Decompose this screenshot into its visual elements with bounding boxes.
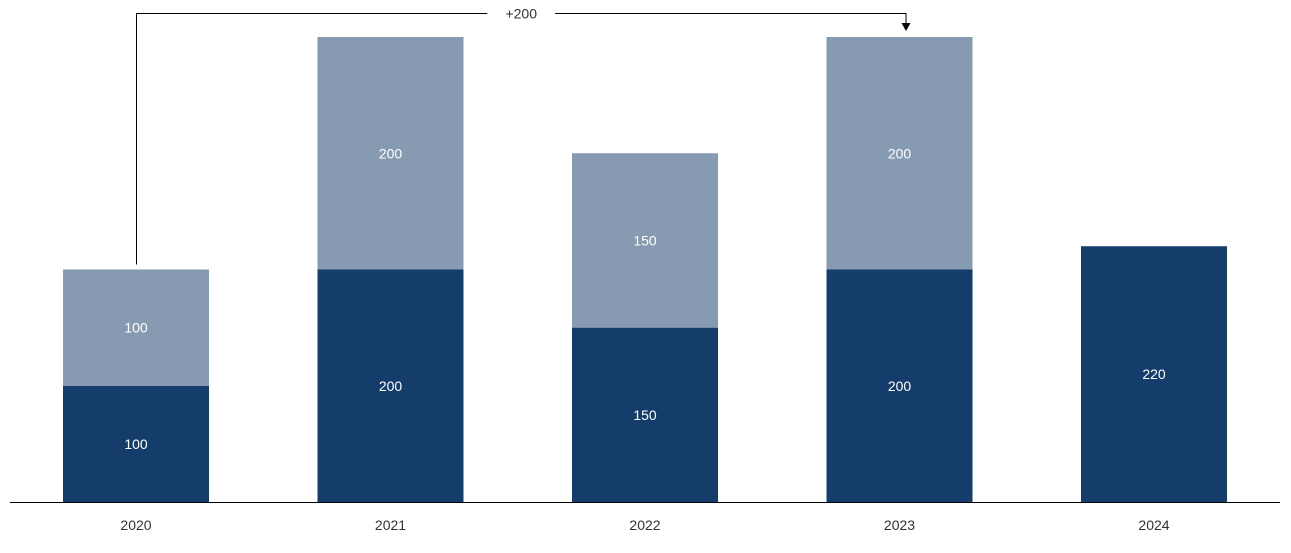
annotation-layer: +200: [136, 6, 911, 265]
bar-segment-2023-s1: [826, 37, 973, 270]
bar-segment-2024-s0: [1081, 246, 1227, 502]
x-tick-label-2020: 2020: [120, 517, 151, 533]
bar-segment-2020-s1: [63, 269, 209, 386]
difference-label: +200: [505, 6, 537, 22]
x-tick-label-2022: 2022: [629, 517, 660, 533]
bar-segment-2023-s0: [826, 269, 973, 502]
data-label-2022-s1: 150: [633, 232, 657, 248]
data-label-2023-s1: 200: [888, 145, 912, 161]
data-label-2020-s1: 100: [124, 320, 148, 336]
bars-layer: [63, 37, 1227, 502]
data-labels-layer: 100 100 200 200 150 150 200 200 220: [124, 145, 1166, 452]
data-label-2024-s0: 220: [1142, 366, 1166, 382]
x-tick-label-2021: 2021: [375, 517, 406, 533]
bar-segment-2020-s0: [63, 385, 209, 502]
data-label-2021-s0: 200: [379, 378, 403, 394]
bar-segment-2022-s0: [572, 327, 718, 502]
difference-bracket-left: [136, 13, 488, 265]
x-tick-label-2023: 2023: [884, 517, 915, 533]
x-axis: 2020 2021 2022 2023 2024: [10, 502, 1280, 533]
x-tick-label-2024: 2024: [1138, 517, 1169, 533]
data-label-2023-s0: 200: [888, 378, 912, 394]
bar-segment-2021-s0: [317, 269, 464, 502]
bar-segment-2021-s1: [317, 37, 464, 270]
bar-segment-2022-s1: [572, 153, 718, 328]
difference-bracket-right: [555, 13, 907, 25]
data-label-2022-s0: 150: [633, 407, 657, 423]
data-label-2021-s1: 200: [379, 145, 403, 161]
difference-arrowhead: [901, 23, 911, 31]
data-label-2020-s0: 100: [124, 436, 148, 452]
